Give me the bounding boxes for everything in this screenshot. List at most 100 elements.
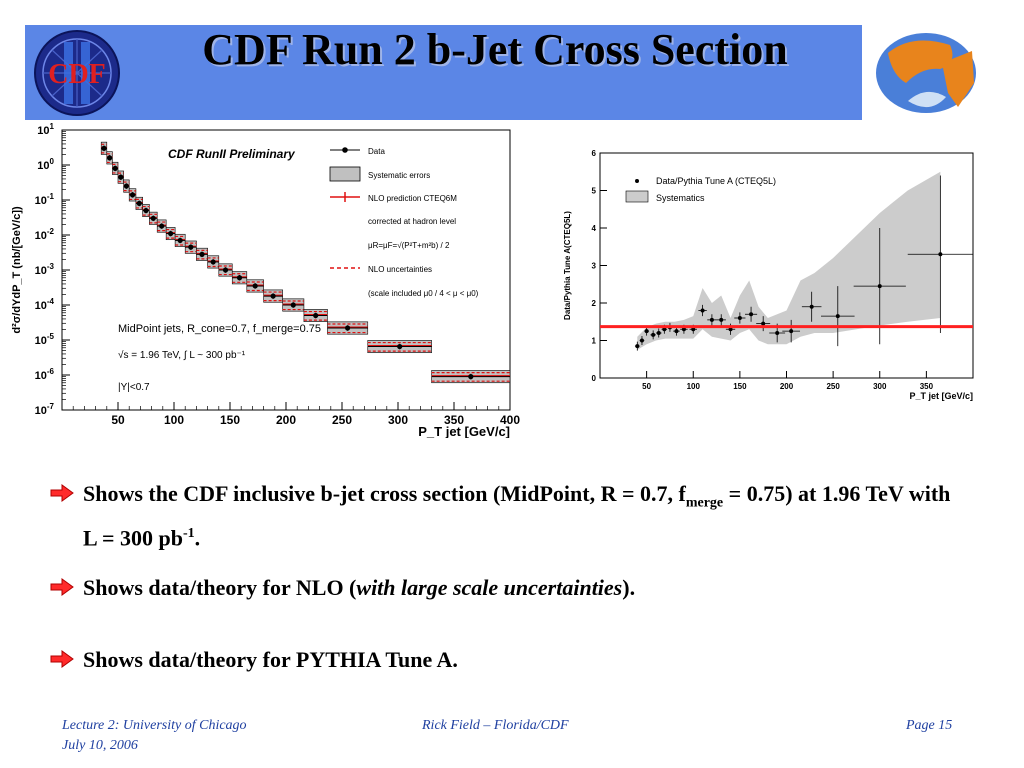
data-point — [835, 314, 840, 319]
y-tick-label: 4 — [592, 224, 597, 233]
bullet-2-italic: with large scale uncertainties — [356, 575, 623, 600]
data-point — [101, 145, 107, 151]
arrow-right-icon — [50, 484, 74, 502]
y-tick-label: 6 — [592, 149, 597, 158]
uf-logo-icon — [862, 23, 990, 120]
data-point — [123, 183, 129, 189]
data-point — [761, 321, 766, 326]
data-point — [345, 325, 351, 331]
bullet-1-text: Shows the CDF inclusive b-jet cross sect… — [83, 481, 686, 506]
data-point — [150, 215, 156, 221]
bullet-1-sup: -1 — [182, 526, 195, 542]
data-point — [789, 329, 794, 334]
legend-data-label: Data/Pythia Tune A (CTEQ5L) — [656, 176, 776, 186]
data-point — [236, 275, 243, 281]
bullet-3-text: Shows data/theory for PYTHIA Tune A. — [83, 647, 458, 672]
data-point — [691, 327, 696, 332]
arrow-right-icon — [50, 578, 74, 596]
legend-syst-label: Systematics — [656, 193, 705, 203]
y-tick-exp: -6 — [47, 367, 55, 376]
x-tick-label: 300 — [873, 382, 887, 391]
data-point — [809, 304, 814, 309]
legend-data-marker — [342, 147, 348, 153]
y-tick-exp: -5 — [47, 332, 55, 341]
footer-author: Rick Field – Florida/CDF — [422, 718, 569, 733]
y-tick-exp: 1 — [50, 122, 55, 131]
data-point — [775, 331, 780, 335]
data-point — [136, 200, 142, 206]
y-tick-label: 2 — [592, 299, 597, 308]
bullet-2-text: Shows data/theory for NLO ( — [83, 575, 357, 600]
footer-page: Page 15 — [906, 718, 953, 733]
data-point — [159, 223, 165, 229]
legend-data-marker — [635, 179, 639, 183]
bullet-1-post: . — [194, 525, 201, 551]
cdf-logo-icon: CDF — [34, 30, 120, 116]
logo-left-text: CDF — [48, 59, 106, 90]
data-point — [313, 312, 319, 319]
legend-label: corrected at hadron level — [368, 217, 456, 226]
data-point — [644, 329, 649, 334]
page-title: CDF Run 2 b-Jet Cross Section — [202, 25, 788, 74]
y-tick-exp: 0 — [50, 157, 55, 166]
y-tick-label: 3 — [592, 262, 597, 271]
x-tick-label: 50 — [111, 413, 125, 427]
data-point — [290, 302, 296, 308]
footer-left: Lecture 2: University of Chicago July 10… — [62, 716, 247, 756]
legend-syst-box — [625, 190, 649, 203]
y-tick-label: 1 — [592, 337, 597, 346]
data-point — [719, 317, 724, 322]
x-tick-label: 100 — [164, 413, 184, 427]
y-tick-exp: -3 — [47, 262, 55, 271]
data-point — [222, 267, 229, 273]
legend-label: (scale included μ0 / 4 < μ < μ0) — [368, 289, 479, 298]
data-point — [188, 244, 194, 250]
data-point — [468, 374, 474, 380]
data-point — [662, 327, 667, 332]
legend-label: Systematic errors — [368, 171, 430, 180]
x-tick-label: 200 — [780, 382, 794, 391]
x-axis-label: P_T jet [GeV/c] — [418, 424, 510, 438]
x-tick-label: 150 — [220, 413, 240, 427]
y-tick-exp: -2 — [47, 227, 55, 236]
data-point — [749, 312, 754, 317]
y-tick-exp: -1 — [47, 192, 55, 201]
annotation-rapidity: |Y|<0.7 — [118, 382, 150, 393]
x-tick-label: 300 — [388, 413, 408, 427]
x-axis-label: P_T jet [GeV/c] — [909, 391, 973, 401]
x-tick-label: 250 — [826, 382, 840, 391]
x-tick-label: 250 — [332, 413, 352, 427]
bullet-1-sub: merge — [685, 495, 724, 511]
data-point — [252, 283, 258, 289]
data-point — [397, 343, 403, 350]
y-tick-label: 5 — [592, 187, 597, 196]
data-point — [129, 192, 136, 198]
legend-syst-box — [329, 166, 361, 182]
data-point — [199, 251, 205, 257]
y-tick-label: 0 — [592, 374, 597, 383]
data-point — [737, 316, 742, 320]
data-point — [938, 252, 943, 257]
y-tick-exp: -4 — [47, 297, 55, 306]
title-banner — [25, 25, 990, 120]
data-point — [118, 174, 124, 180]
left-plot-frame — [61, 129, 511, 411]
data-point — [656, 331, 661, 335]
data-point — [728, 327, 733, 332]
arrow-right-icon — [50, 650, 74, 668]
data-point — [168, 230, 174, 237]
data-point — [651, 332, 656, 337]
data-point — [112, 165, 118, 171]
data-point — [700, 308, 705, 313]
x-tick-label: 350 — [444, 413, 464, 427]
data-point — [177, 237, 183, 244]
annotation-energy: √s = 1.96 TeV, ∫ L ~ 300 pb⁻¹ — [118, 349, 246, 361]
data-point — [143, 207, 149, 214]
legend-label: NLO uncertainties — [368, 265, 432, 274]
data-point — [639, 338, 644, 343]
left-chart-title: CDF RunII Preliminary — [168, 147, 296, 161]
bullet-1-mid: = 0.75) at 1.96 TeV with L = 300 pb — [83, 481, 951, 551]
x-tick-label: 150 — [733, 382, 747, 391]
data-point — [210, 259, 216, 265]
